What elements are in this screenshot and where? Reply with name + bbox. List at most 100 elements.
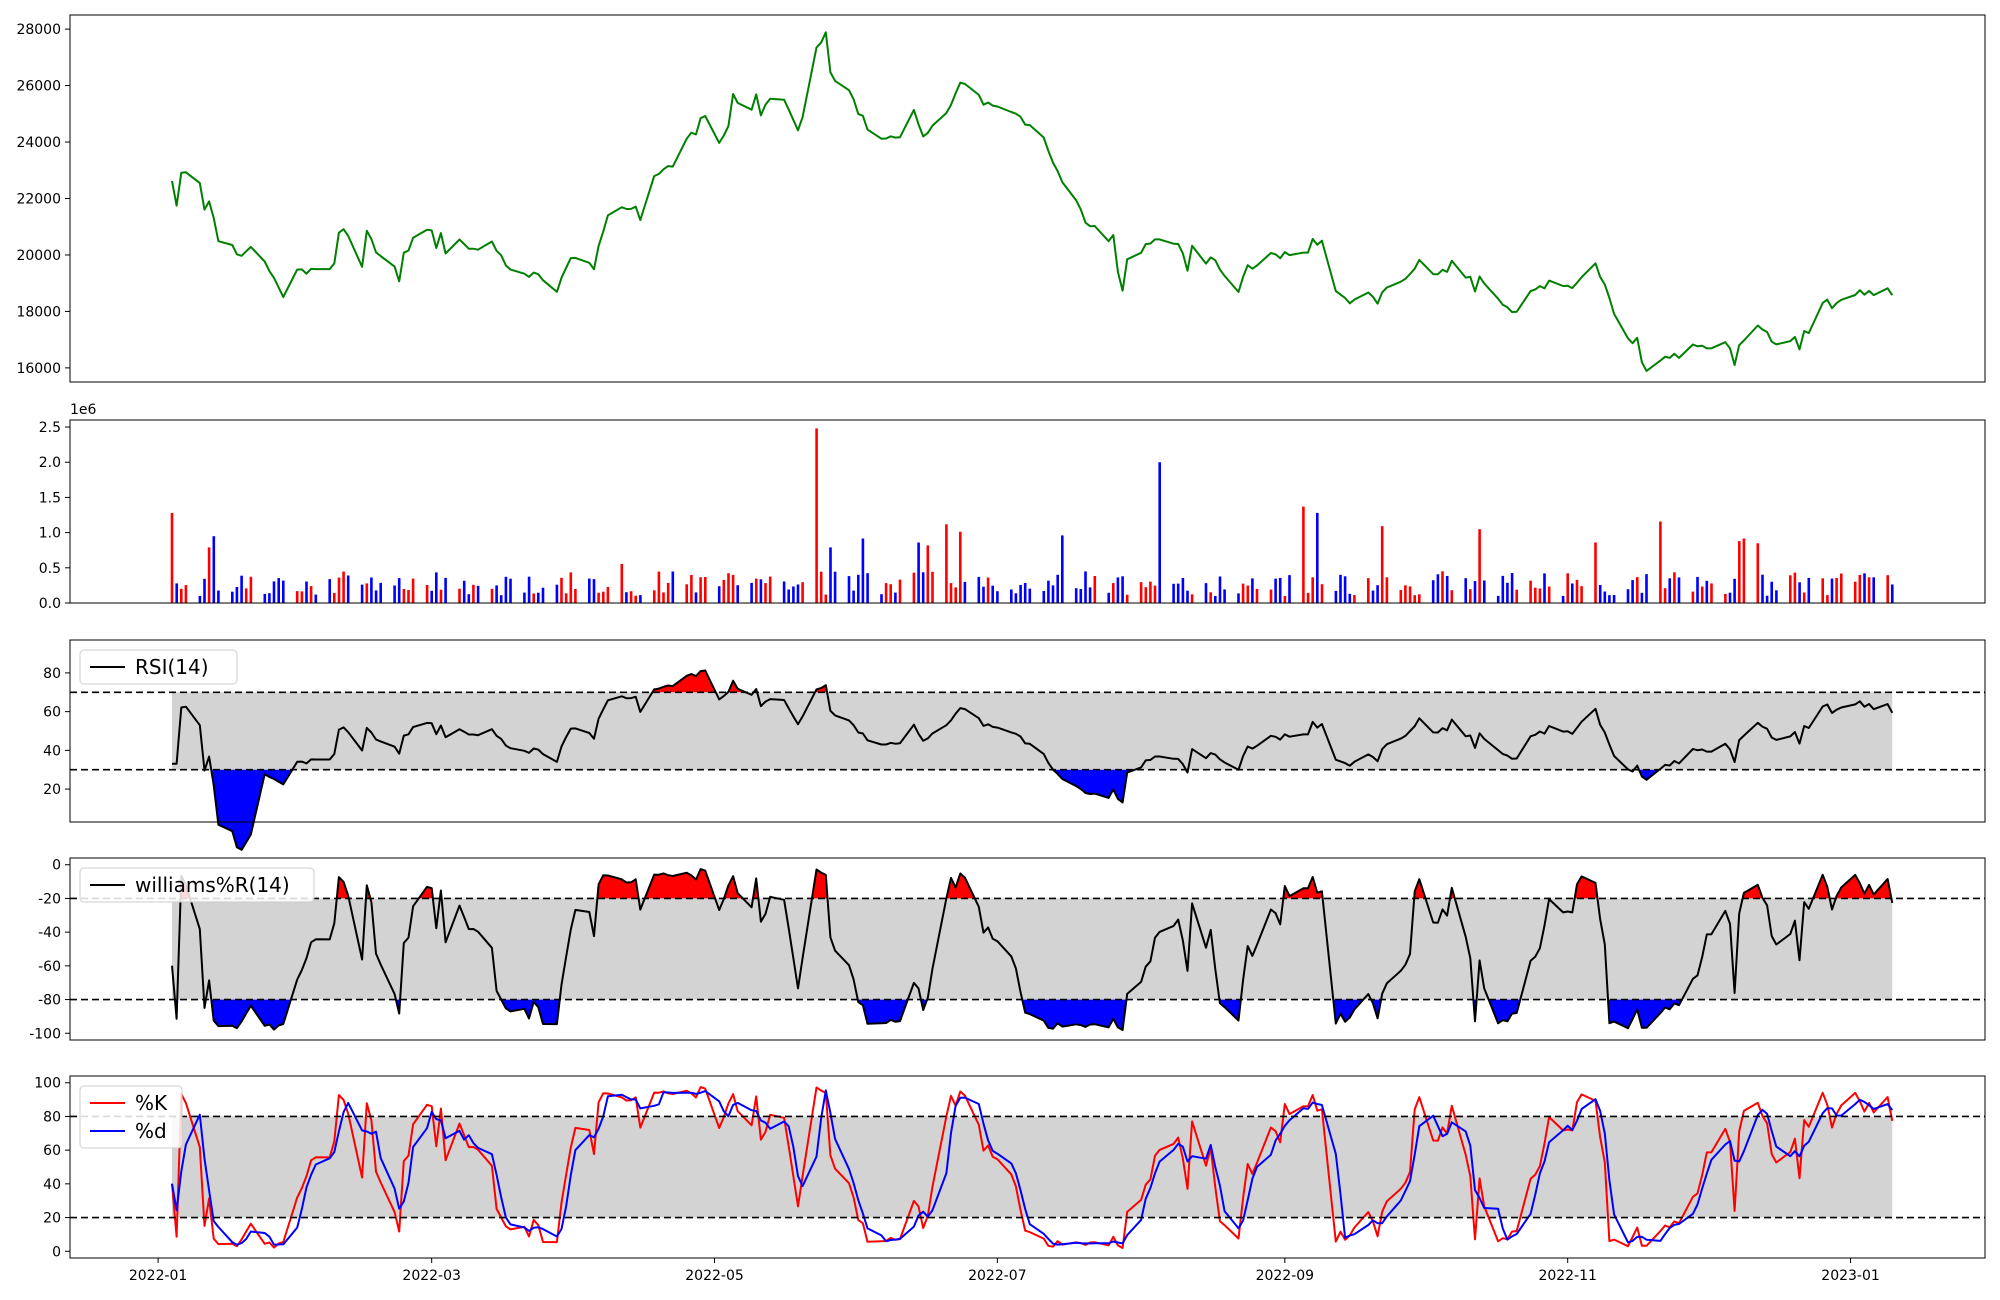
volume-bar [1311,577,1314,603]
volume-bar [1348,593,1352,603]
volume-bar [787,589,790,603]
volume-bar [949,583,953,603]
volume-bar [639,595,642,603]
volume-bar [1612,595,1616,603]
stoch-k-line [171,1086,1894,1249]
volume-bar [1742,538,1746,603]
plot-frame [69,419,1986,604]
volume-bar [1469,589,1472,603]
volume-bar [1408,586,1412,603]
y-tick-label: 80 [43,666,61,682]
volume-bar [407,590,410,603]
volume-bar [555,584,559,603]
price-panel: 16000 18000 20000 22000 24000 26000 28000 [16,14,1986,383]
volume-bar [1306,592,1310,603]
volume-bar [333,592,336,603]
volume-bar [1107,592,1110,603]
volume-bar [764,583,767,603]
stoch-d-legend-label: %d [135,1119,167,1143]
y-tick-label: 80 [43,1109,61,1125]
volume-bar [620,563,624,603]
volume-bar [796,584,800,603]
y-tick-label: 26000 [16,79,61,95]
volume-bar [1700,586,1704,603]
stoch-d-line [171,1089,1894,1246]
volume-bar [996,591,999,603]
williams-overbought-fill [1813,874,1830,899]
volume-bar [1793,572,1797,603]
legend-box [79,1085,183,1149]
volume-bar [462,580,466,603]
volume-bar [1566,573,1569,603]
volume-bar [295,591,299,603]
volume-bar [1288,575,1291,603]
volume-bar [1255,588,1259,603]
volume-bar [560,577,563,603]
volume-bar [1603,591,1607,603]
volume-bar [1631,580,1634,603]
volume-bar [170,512,174,603]
volume-bar [824,594,828,603]
volume-bar [1770,581,1773,603]
rsi-legend-label: RSI(14) [135,655,209,679]
volume-bar [852,590,855,603]
volume-bar [921,572,925,603]
volume-bar [1691,591,1695,603]
volume-bar [1339,574,1342,603]
volume-bar [986,577,990,603]
volume-bar [690,575,693,603]
volume-bar [1121,576,1124,603]
williams-line [171,868,1894,1031]
volume-bar [217,590,220,603]
volume-bar [1014,593,1018,603]
volume-bar [917,542,920,603]
legend-box [79,649,238,685]
volume-bar [184,585,188,603]
volume-bar [1149,581,1152,603]
y-tick-label: 22000 [16,192,61,208]
y-tick-label: -60 [38,959,61,975]
volume-bar [1538,588,1542,603]
volume-bar [1506,582,1509,603]
volume-bar [653,590,656,603]
volume-bar [1724,593,1727,603]
williams-oversold-fill [1219,999,1241,1021]
volume-bar [1863,573,1866,603]
y-tick-label: 0 [52,1244,61,1260]
williams-oversold-fill [1022,999,1127,1030]
volume-bar [866,573,869,603]
volume-bar [819,571,823,603]
volume-bar [592,579,596,603]
volume-bar [982,586,985,603]
volume-bar [1761,574,1764,603]
volume-bar [1543,573,1546,603]
x-tick-label: 2022-03 [402,1268,461,1284]
volume-bar [541,587,545,603]
x-tick-label: 2022-01 [129,1268,188,1284]
volume-bar [379,582,382,603]
volume-bar [523,592,526,603]
volume-bar [931,571,934,603]
volume-bar [1283,595,1287,603]
volume-bar [1663,588,1667,603]
volume-bar [1376,585,1379,603]
volume-bar [435,572,438,603]
volume-bar [1343,576,1347,603]
volume-bar [1807,577,1811,603]
volume-bar [282,580,285,603]
y-tick-label: -20 [38,891,61,907]
volume-bar [203,578,206,603]
band-fill [172,1116,1893,1218]
volume-bar [1450,590,1454,603]
volume-bar [861,538,865,603]
williams-overbought-fill [1574,876,1598,899]
volume-bar [305,581,308,603]
x-tick-label: 2022-09 [1256,1268,1315,1284]
y-tick-label: 0.0 [39,596,61,612]
volume-bar [1153,585,1157,603]
x-tick-label: 2022-11 [1538,1268,1597,1284]
williams-overbought-fill [336,877,349,899]
volume-bar [476,585,480,603]
volume-bar [1640,592,1644,603]
volume-bar [509,578,512,603]
